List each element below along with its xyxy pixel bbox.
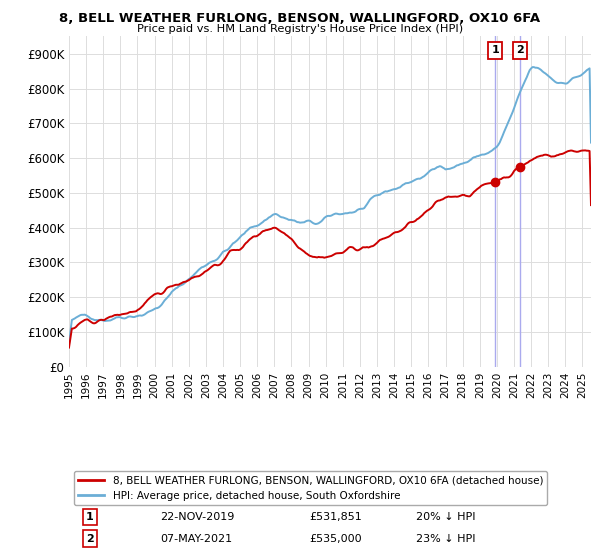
Legend: 8, BELL WEATHER FURLONG, BENSON, WALLINGFORD, OX10 6FA (detached house), HPI: Av: 8, BELL WEATHER FURLONG, BENSON, WALLING…: [74, 471, 547, 505]
Text: 1: 1: [491, 45, 499, 55]
Text: Price paid vs. HM Land Registry's House Price Index (HPI): Price paid vs. HM Land Registry's House …: [137, 24, 463, 34]
Text: 1: 1: [86, 512, 94, 522]
Text: 8, BELL WEATHER FURLONG, BENSON, WALLINGFORD, OX10 6FA: 8, BELL WEATHER FURLONG, BENSON, WALLING…: [59, 12, 541, 25]
Text: 2: 2: [516, 45, 524, 55]
Text: 07-MAY-2021: 07-MAY-2021: [160, 534, 232, 544]
Text: 2: 2: [86, 534, 94, 544]
Text: 22-NOV-2019: 22-NOV-2019: [160, 512, 235, 522]
Text: 20% ↓ HPI: 20% ↓ HPI: [416, 512, 476, 522]
Text: £531,851: £531,851: [309, 512, 362, 522]
Text: £535,000: £535,000: [309, 534, 362, 544]
Text: 23% ↓ HPI: 23% ↓ HPI: [416, 534, 476, 544]
